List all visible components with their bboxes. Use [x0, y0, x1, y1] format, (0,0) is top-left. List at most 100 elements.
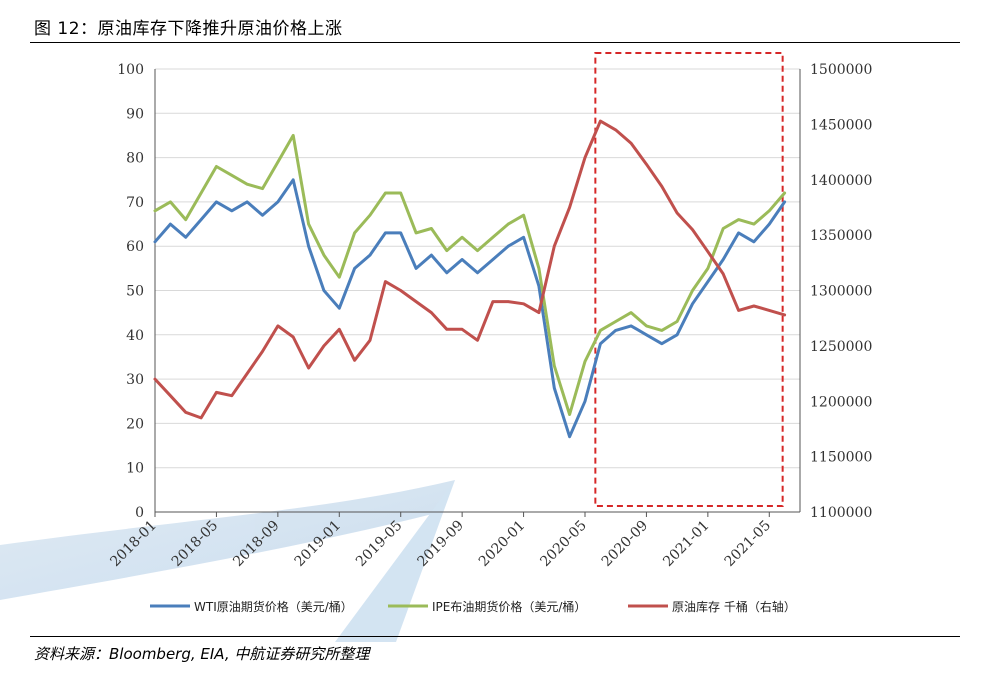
right-tick-label: 1250000 [810, 339, 872, 355]
data-point [706, 280, 710, 283]
data-point [353, 267, 356, 270]
data-point [522, 213, 525, 217]
data-point [737, 218, 740, 221]
data-point [353, 231, 356, 235]
data-point [722, 272, 725, 276]
left-tick-label: 90 [126, 106, 144, 122]
data-point [660, 185, 663, 188]
data-point [230, 394, 233, 397]
data-point [261, 350, 264, 353]
data-point [614, 320, 617, 323]
data-point [507, 300, 510, 303]
left-tick-label: 30 [126, 372, 144, 388]
legend-label: WTI原油期货价格（美元/桶） [194, 599, 353, 614]
data-point [460, 258, 464, 261]
right-tick-label: 1150000 [810, 450, 872, 466]
data-point [184, 411, 187, 414]
data-point [153, 377, 157, 381]
data-point [629, 142, 633, 145]
data-point [230, 174, 233, 177]
data-point [292, 335, 295, 339]
data-point [599, 342, 602, 345]
data-point [722, 227, 725, 230]
bottom-rule [30, 636, 960, 637]
legend-label: IPE布油期货价格（美元/桶） [432, 599, 586, 614]
watermark [0, 480, 455, 642]
data-point [583, 156, 587, 159]
data-point [230, 209, 233, 212]
data-point [553, 386, 556, 390]
data-point [245, 200, 249, 204]
data-point [660, 342, 663, 345]
data-point [199, 416, 203, 420]
data-point [568, 206, 571, 209]
data-point [414, 300, 418, 303]
data-point [169, 394, 172, 397]
data-point [599, 329, 602, 332]
right-tick-label: 1200000 [810, 394, 872, 410]
data-point [368, 339, 372, 342]
data-point [430, 227, 433, 230]
data-point [292, 134, 295, 137]
data-point [491, 258, 495, 261]
data-point [675, 320, 679, 323]
series-line-3 [153, 119, 787, 420]
right-tick-label: 1350000 [810, 228, 872, 244]
data-point [215, 165, 218, 168]
data-point [491, 300, 495, 303]
data-point [460, 236, 464, 239]
data-point [307, 222, 310, 226]
data-point [338, 328, 341, 331]
data-point [399, 191, 402, 195]
data-point [737, 231, 740, 235]
data-point [307, 245, 310, 248]
source-note: 资料来源：Bloomberg, EIA, 中航证券研究所整理 [34, 645, 370, 663]
series-line-1 [153, 178, 787, 439]
data-point [384, 231, 387, 235]
data-point [706, 250, 710, 253]
left-tick-label: 80 [126, 151, 144, 167]
highlight-box [594, 52, 784, 507]
left-tick-label: 20 [126, 416, 144, 432]
data-point [399, 231, 402, 235]
data-point [476, 271, 479, 274]
data-point [199, 191, 203, 195]
x-tick-label: 2021-01 [660, 518, 712, 570]
data-point [583, 400, 587, 403]
data-point [476, 339, 479, 342]
data-point [691, 289, 694, 292]
data-point [261, 213, 264, 217]
x-tick-label: 2020-01 [476, 518, 528, 570]
data-point [184, 218, 187, 221]
data-point [399, 289, 402, 292]
data-point [276, 324, 280, 328]
data-point [153, 240, 157, 243]
data-point [307, 366, 310, 370]
data-point [537, 311, 541, 314]
figure-title: 图 12：原油库存下降推升原油价格上涨 [34, 19, 343, 39]
data-point [537, 284, 541, 288]
right-tick-label: 1100000 [810, 505, 872, 521]
data-point [368, 253, 372, 257]
left-tick-label: 100 [117, 62, 144, 78]
data-point [414, 267, 418, 270]
data-point [292, 178, 295, 181]
data-point [414, 231, 418, 235]
data-point [614, 329, 617, 332]
data-point [645, 324, 648, 328]
data-point [215, 200, 218, 204]
data-point [522, 236, 525, 239]
data-point [568, 435, 571, 438]
data-point [783, 313, 786, 317]
data-point [737, 309, 740, 312]
left-tick-label: 50 [126, 284, 144, 300]
data-point [245, 372, 249, 375]
data-point [507, 245, 510, 248]
data-point [445, 271, 448, 274]
data-point [368, 213, 372, 217]
data-point [322, 344, 326, 348]
data-point [199, 218, 203, 221]
data-point [675, 333, 679, 336]
data-point [338, 276, 341, 279]
data-point [445, 328, 448, 331]
